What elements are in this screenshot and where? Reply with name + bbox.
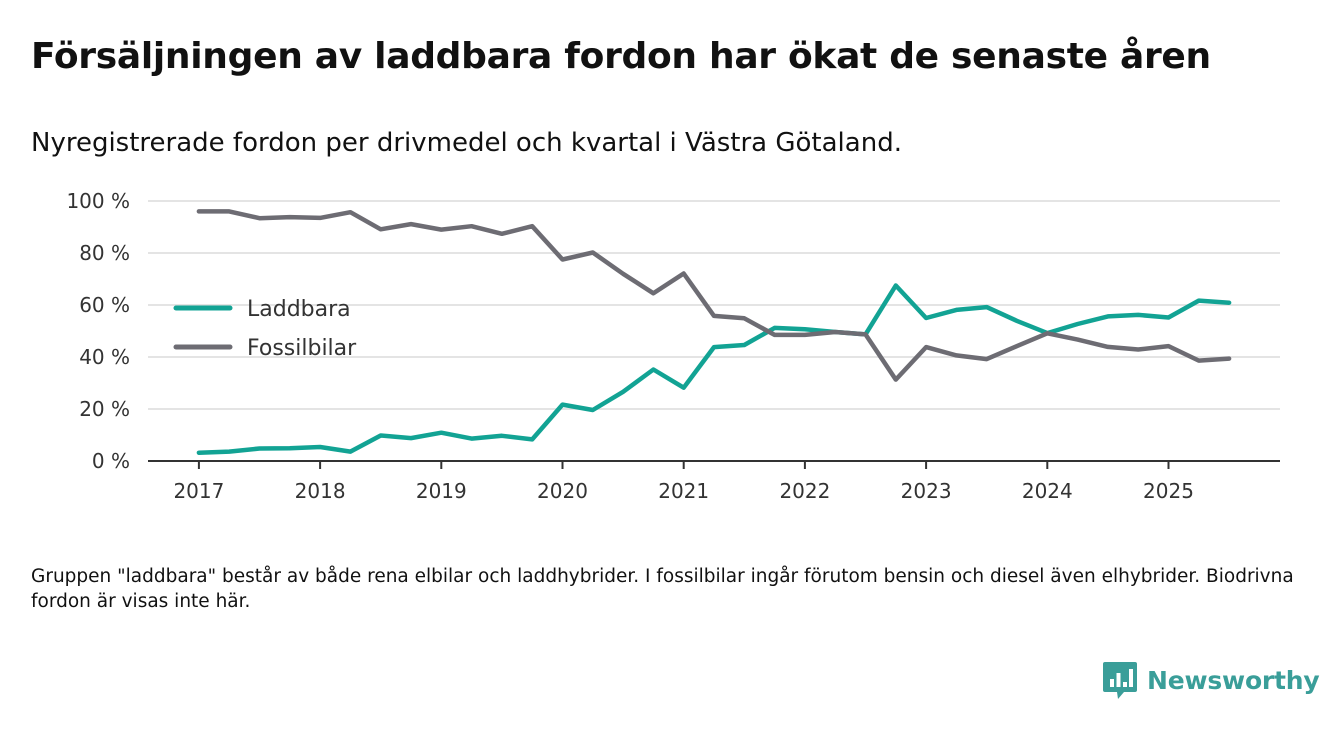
footnote: Gruppen "laddbara" består av både rena e…	[31, 566, 1294, 612]
newsworthy-logo-icon	[1103, 662, 1137, 699]
line-chart: 0 % 20 % 40 % 60 % 80 % 100 % 2017 2018 2019 2020…	[66, 189, 1280, 503]
legend-label-laddbara: Laddbara	[247, 297, 351, 322]
x-tick-label: 2023	[901, 479, 952, 503]
x-tick-label: 2018	[295, 479, 346, 503]
brand-name: Newsworthy	[1147, 665, 1320, 695]
y-tick-label: 0 %	[92, 449, 130, 473]
y-tick-label: 20 %	[79, 397, 130, 421]
series-line-fossilbilar	[196, 209, 1232, 382]
y-tick-label: 80 %	[79, 241, 130, 265]
chart-subtitle: Nyregistrerade fordon per drivmedel och …	[31, 128, 902, 158]
y-tick-label: 40 %	[79, 345, 130, 369]
x-tick-label: 2017	[173, 479, 224, 503]
x-tick-label: 2019	[416, 479, 467, 503]
brand-logo: Newsworthy	[1102, 660, 1320, 700]
x-tick-label: 2025	[1143, 479, 1194, 503]
y-tick-label: 100 %	[66, 189, 130, 213]
x-tick-label: 2022	[779, 479, 830, 503]
y-tick-label: 60 %	[79, 293, 130, 317]
x-tick-label: 2024	[1022, 479, 1073, 503]
series-line-laddbara	[196, 283, 1232, 455]
chart-title: Försäljningen av laddbara fordon har öka…	[31, 36, 1211, 77]
x-tick-label: 2021	[658, 479, 709, 503]
x-tick-label: 2020	[537, 479, 588, 503]
legend-label-fossilbilar: Fossilbilar	[247, 336, 357, 361]
